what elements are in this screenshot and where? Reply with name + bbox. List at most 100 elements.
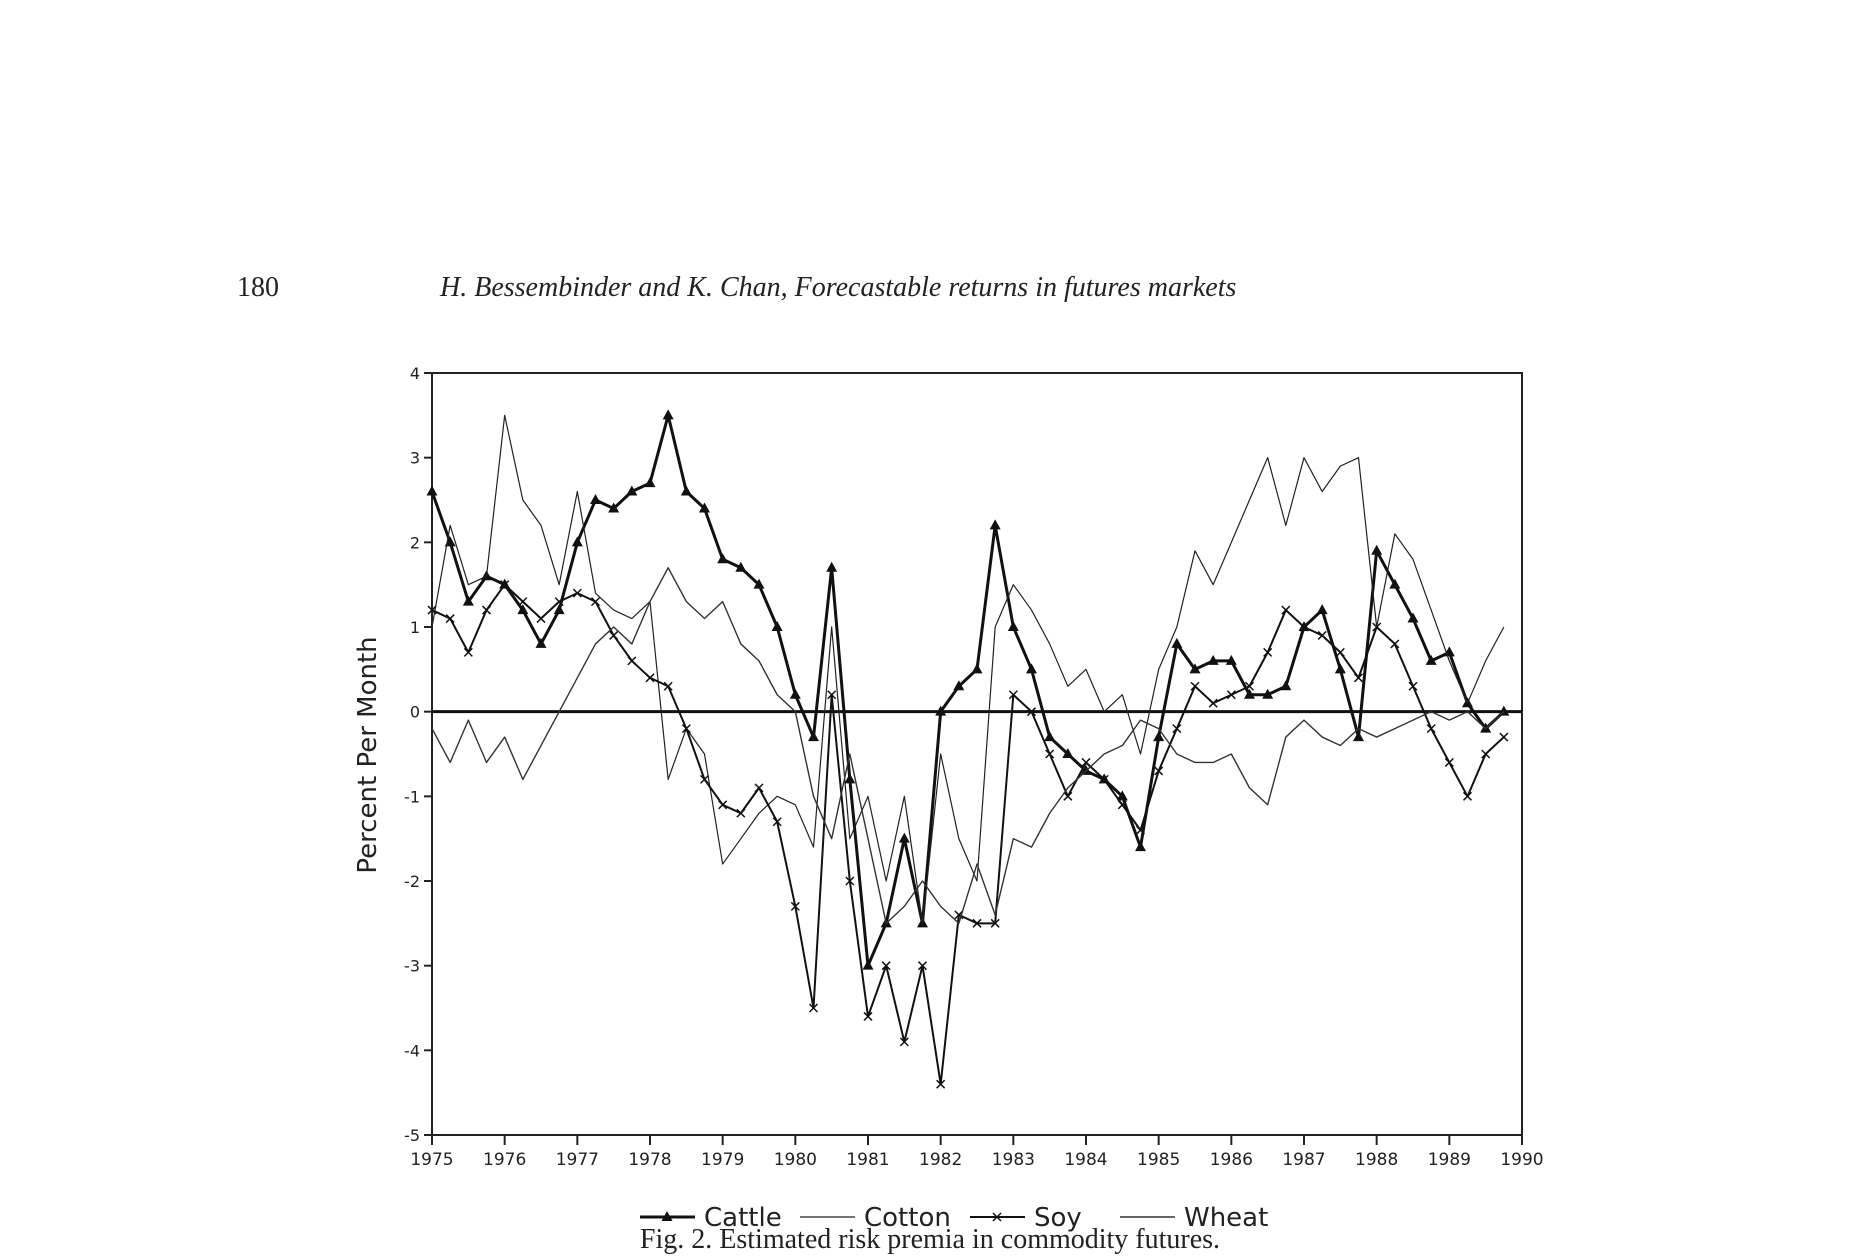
marker — [790, 901, 800, 911]
marker — [609, 630, 619, 640]
marker — [517, 604, 529, 615]
marker — [1226, 690, 1236, 700]
marker — [717, 553, 729, 564]
marker — [1299, 622, 1309, 632]
marker — [1407, 612, 1419, 623]
marker — [735, 561, 747, 572]
marker — [627, 656, 637, 666]
marker — [881, 961, 891, 971]
marker — [1499, 732, 1509, 742]
x-tick-label: 1985 — [1137, 1150, 1180, 1170]
marker — [463, 647, 473, 657]
marker — [1171, 637, 1183, 648]
marker — [536, 614, 546, 624]
marker — [571, 536, 583, 547]
marker — [936, 1079, 946, 1089]
marker — [426, 485, 438, 496]
marker — [1335, 647, 1345, 657]
marker — [844, 773, 856, 784]
marker — [754, 783, 764, 793]
marker — [1263, 647, 1273, 657]
marker — [645, 673, 655, 683]
marker — [535, 637, 547, 648]
marker — [1008, 690, 1018, 700]
marker — [1172, 724, 1182, 734]
marker — [989, 519, 1001, 530]
marker — [590, 494, 601, 504]
running-title: H. Bessembinder and K. Chan, Forecastabl… — [439, 272, 1236, 303]
marker — [1153, 731, 1165, 742]
marker — [1189, 663, 1201, 674]
x-tick-label: 1989 — [1428, 1150, 1471, 1170]
marker — [553, 604, 565, 615]
marker — [845, 876, 855, 886]
marker — [935, 705, 947, 716]
marker — [699, 502, 710, 513]
marker — [972, 918, 982, 928]
marker — [808, 731, 819, 742]
marker — [1044, 731, 1056, 742]
marker — [1081, 757, 1091, 767]
page-number: 180 — [237, 272, 279, 303]
marker — [462, 595, 474, 606]
y-tick-label: -4 — [404, 1041, 420, 1060]
marker — [662, 409, 674, 420]
marker — [1244, 681, 1255, 691]
series-line — [431, 567, 1505, 925]
marker — [1244, 688, 1255, 699]
x-tick-label: 1975 — [410, 1150, 453, 1170]
marker — [772, 817, 782, 827]
x-tick-label: 1984 — [1064, 1150, 1107, 1170]
marker — [1045, 749, 1055, 759]
marker — [827, 690, 837, 700]
marker — [1062, 748, 1074, 758]
marker — [789, 688, 801, 699]
caption: Fig. 2. Estimated risk premia in commodi… — [640, 1224, 1220, 1255]
x-tick-label: 1978 — [628, 1150, 671, 1170]
marker — [1262, 688, 1274, 699]
marker — [1353, 731, 1364, 742]
marker — [736, 808, 746, 818]
marker — [1117, 800, 1127, 810]
marker — [1026, 707, 1037, 717]
y-tick-label: 2 — [410, 533, 420, 552]
x-tick-label: 1976 — [483, 1150, 526, 1170]
legend-label: Wheat — [1184, 1203, 1268, 1233]
x-tick-label: 1988 — [1355, 1150, 1398, 1170]
marker — [1007, 621, 1019, 631]
marker — [681, 724, 691, 734]
marker — [626, 485, 638, 496]
marker — [1099, 774, 1109, 784]
marker — [1281, 605, 1291, 615]
y-axis-label: Percent Per Month — [353, 636, 383, 873]
marker — [1225, 654, 1237, 665]
marker — [753, 578, 765, 589]
marker — [680, 485, 692, 496]
legend-label: Cotton — [864, 1203, 951, 1233]
marker — [808, 1003, 819, 1013]
marker — [771, 621, 783, 631]
y-tick-label: -2 — [404, 872, 420, 891]
y-tick-label: -3 — [404, 957, 420, 976]
marker — [917, 961, 928, 971]
legend-marker — [992, 1212, 1002, 1222]
plot-frame — [431, 372, 1523, 1136]
marker — [663, 681, 673, 691]
marker — [1208, 698, 1218, 708]
x-tick-label: 1990 — [1500, 1150, 1543, 1170]
marker — [481, 605, 492, 615]
x-tick-label: 1980 — [774, 1150, 817, 1170]
marker — [898, 832, 910, 843]
x-tick-label: 1977 — [556, 1150, 599, 1170]
x-tick-label: 1982 — [919, 1150, 962, 1170]
marker — [1317, 630, 1327, 640]
marker — [1498, 705, 1510, 716]
marker — [608, 502, 620, 513]
marker — [1334, 663, 1346, 674]
marker — [990, 918, 1000, 928]
y-tick-label: -5 — [404, 1126, 420, 1145]
y-tick-label: 3 — [410, 449, 420, 468]
y-tick-label: 1 — [410, 618, 420, 637]
marker — [1462, 791, 1473, 801]
